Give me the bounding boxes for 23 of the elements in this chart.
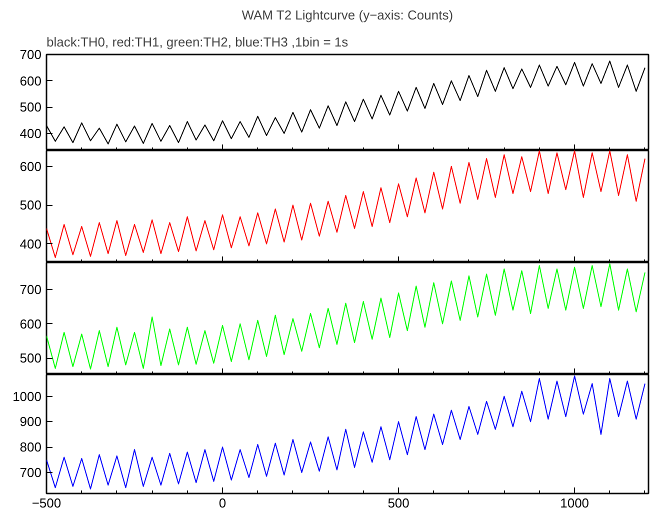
y-tick-label: 500	[20, 100, 42, 115]
chart-subtitle: black:TH0, red:TH1, green:TH2, blue:TH3 ,1bin = 1s	[46, 34, 349, 50]
y-tick-label: 700	[20, 464, 42, 480]
y-tick-label: 500	[20, 350, 42, 366]
y-tick-label: 400	[20, 236, 42, 252]
y-tick-label: 900	[20, 414, 42, 430]
line-series	[46, 263, 646, 370]
y-tick-label: 1000	[12, 388, 42, 404]
y-tick-label: 600	[20, 158, 42, 174]
x-tick-label: 0	[218, 496, 226, 510]
y-tick-label: 600	[20, 73, 42, 88]
y-tick-label: 700	[20, 47, 42, 62]
chart-title: WAM T2 Lightcurve (y−axis: Counts)	[242, 8, 454, 22]
y-tick-label: 700	[20, 282, 42, 298]
x-tick-label: 500	[388, 496, 410, 510]
x-tick-label: −500	[32, 496, 62, 510]
line-series	[46, 376, 646, 490]
x-tick-label: 1000	[560, 496, 590, 510]
y-tick-label: 500	[20, 198, 42, 213]
y-tick-label: 800	[20, 440, 42, 455]
y-tick-label: 600	[20, 316, 42, 332]
y-tick-label: 400	[20, 126, 42, 141]
line-series	[46, 150, 646, 258]
